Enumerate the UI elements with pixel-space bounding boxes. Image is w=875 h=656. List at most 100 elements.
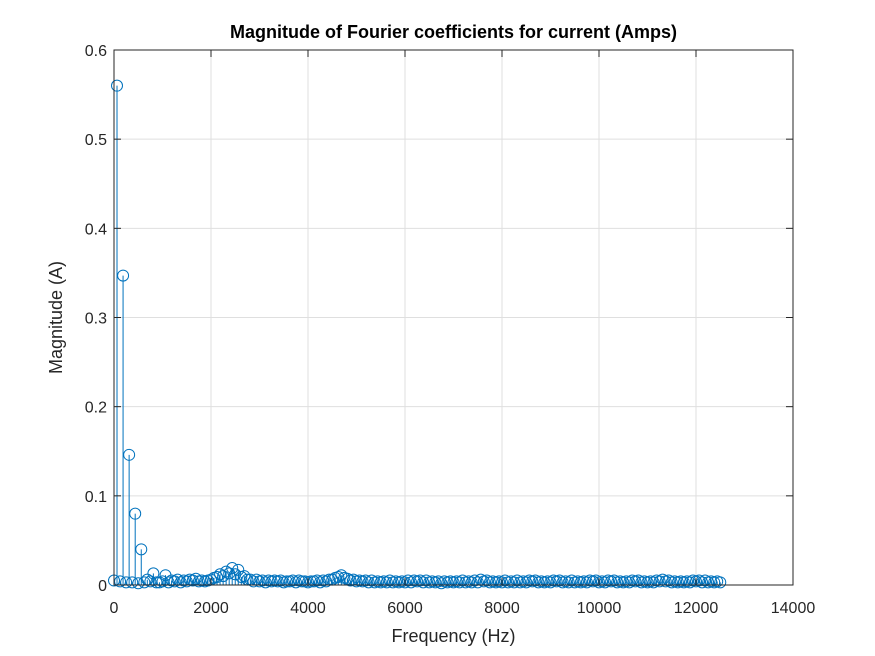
stem-marker bbox=[696, 576, 709, 589]
y-tick-labels: 0 0.1 0.2 0.3 0.4 0.5 0.6 bbox=[85, 43, 107, 595]
stem-marker bbox=[468, 574, 481, 587]
stem-marker bbox=[417, 576, 430, 589]
stem-marker bbox=[314, 576, 327, 589]
stem-marker bbox=[608, 574, 621, 587]
stem-marker bbox=[693, 574, 706, 587]
stem-marker bbox=[647, 576, 660, 589]
stem-marker bbox=[499, 574, 512, 587]
stem-marker bbox=[238, 570, 251, 583]
stem-marker bbox=[214, 568, 227, 581]
stem-marker bbox=[453, 576, 466, 589]
stem-marker bbox=[168, 575, 181, 588]
y-axis-label: Magnitude (A) bbox=[46, 261, 66, 374]
y-tick-label: 0 bbox=[98, 578, 107, 595]
stem-marker bbox=[180, 575, 193, 588]
stem-marker bbox=[138, 576, 151, 589]
stem-marker bbox=[220, 565, 233, 578]
x-tick-label: 0 bbox=[110, 600, 119, 617]
stem-marker bbox=[456, 574, 469, 587]
stem-marker bbox=[174, 576, 187, 589]
stem-marker bbox=[496, 576, 508, 589]
stem-marker bbox=[289, 576, 302, 589]
stem-marker bbox=[520, 576, 533, 589]
stem-marker bbox=[383, 574, 396, 587]
x-tick-label: 6000 bbox=[387, 600, 423, 617]
stem-marker bbox=[256, 574, 269, 587]
stem-marker bbox=[653, 575, 666, 588]
stem-marker bbox=[508, 576, 521, 589]
stem-marker bbox=[362, 576, 375, 589]
stem-marker bbox=[471, 576, 484, 589]
x-tick-labels: 0 2000 4000 6000 8000 10000 12000 14000 bbox=[110, 600, 816, 617]
y-tick-label: 0.3 bbox=[85, 311, 107, 328]
stem-marker bbox=[286, 574, 299, 587]
stem-marker bbox=[714, 576, 727, 589]
stem-marker bbox=[580, 576, 593, 589]
x-tick-label: 14000 bbox=[771, 600, 816, 617]
stem-marker bbox=[380, 576, 393, 589]
x-tick-label: 12000 bbox=[674, 600, 719, 617]
stem-marker bbox=[335, 569, 348, 582]
y-tick-label: 0.4 bbox=[85, 221, 107, 238]
stem-marker bbox=[189, 572, 202, 585]
stem-marker bbox=[123, 448, 136, 461]
stem-marker bbox=[111, 79, 124, 92]
stem-marker bbox=[662, 574, 675, 587]
stem-marker bbox=[632, 574, 645, 587]
stem-marker bbox=[147, 567, 160, 580]
stem-marker bbox=[259, 576, 272, 589]
stem-marker bbox=[420, 574, 433, 587]
stem-marker bbox=[511, 574, 524, 587]
stem-marker bbox=[129, 507, 142, 520]
stem-marker bbox=[156, 575, 169, 588]
stem-marker bbox=[414, 574, 427, 587]
stem-marker bbox=[150, 576, 163, 589]
x-axis-label: Frequency (Hz) bbox=[391, 626, 515, 646]
stem-marker bbox=[399, 576, 411, 589]
stem-marker bbox=[162, 576, 175, 589]
y-tick-label: 0.6 bbox=[85, 43, 107, 60]
stem-marker bbox=[341, 572, 354, 585]
stem-marker bbox=[120, 576, 133, 589]
stem-marker bbox=[359, 574, 372, 587]
stem-marker bbox=[232, 563, 245, 576]
stem-marker bbox=[144, 575, 157, 588]
stem-marker bbox=[544, 576, 557, 589]
stem-marker bbox=[280, 575, 293, 588]
stem-marker bbox=[529, 574, 542, 587]
stem-marker bbox=[305, 575, 318, 588]
stem-marker bbox=[117, 269, 130, 282]
stem-marker bbox=[599, 576, 612, 589]
stem-marker bbox=[562, 576, 575, 589]
y-tick-label: 0.2 bbox=[85, 400, 107, 417]
stem-marker bbox=[699, 574, 712, 587]
stem-marker bbox=[405, 576, 418, 589]
stem-marker bbox=[402, 574, 415, 587]
y-tick-label: 0.1 bbox=[85, 489, 107, 506]
stem-marker bbox=[311, 574, 324, 587]
stem-marker bbox=[589, 574, 602, 587]
stem-markers bbox=[108, 79, 727, 590]
stem-marker bbox=[274, 574, 287, 587]
x-tick-label: 10000 bbox=[577, 600, 622, 617]
stem-marker bbox=[683, 576, 696, 589]
stem-marker bbox=[365, 574, 378, 587]
stem-marker bbox=[332, 570, 345, 583]
stem-marker bbox=[186, 574, 199, 587]
stem-marker bbox=[295, 575, 308, 588]
stem-marker bbox=[126, 576, 139, 589]
stem-marker bbox=[432, 575, 445, 588]
tick-marks bbox=[113, 49, 794, 586]
stem-marker bbox=[211, 570, 224, 583]
grid bbox=[114, 50, 793, 585]
y-tick-label: 0.5 bbox=[85, 132, 107, 149]
stem-marker bbox=[435, 577, 448, 590]
x-tick-label: 2000 bbox=[193, 600, 229, 617]
stem-marker bbox=[565, 574, 578, 587]
x-tick-label: 8000 bbox=[484, 600, 520, 617]
stem-marker bbox=[114, 575, 127, 588]
stem-marker bbox=[623, 576, 636, 589]
x-tick-label: 4000 bbox=[290, 600, 326, 617]
stem-marker bbox=[135, 543, 148, 556]
